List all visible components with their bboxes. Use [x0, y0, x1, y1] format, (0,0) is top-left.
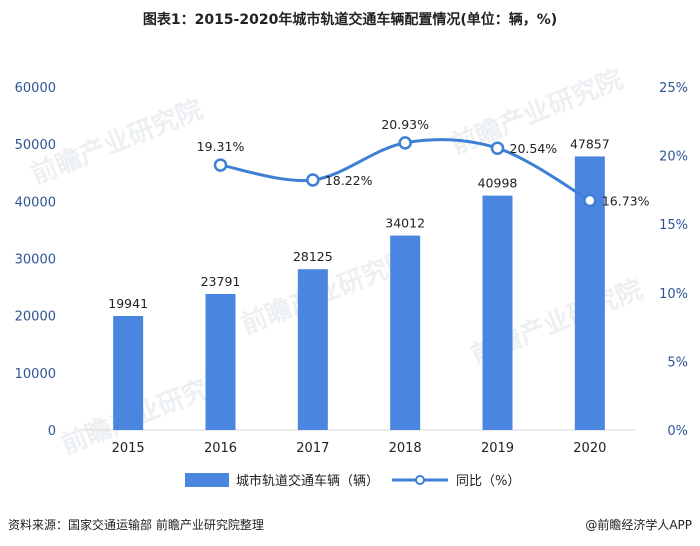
line-value-label: 20.54%	[510, 141, 558, 156]
y-right-tick-label: 10%	[659, 287, 688, 302]
y-left-tick-label: 40000	[15, 195, 56, 210]
brand-credit: @前瞻经济学人APP	[585, 517, 692, 532]
bar	[390, 235, 421, 430]
y-right-tick-label: 5%	[667, 355, 688, 370]
line-point	[398, 136, 412, 150]
legend-line-label: 同比（%）	[456, 474, 520, 489]
bar-value-label: 40998	[478, 176, 518, 191]
y-right-tick-label: 15%	[659, 218, 688, 233]
x-tick-label: 2020	[573, 441, 606, 456]
y-right-tick-label: 0%	[667, 424, 688, 439]
legend-line-marker	[415, 475, 425, 485]
line-series: 19.31% 18.22% 20.93% 20.54% 16.73%	[197, 117, 650, 209]
bar-value-label: 34012	[385, 216, 425, 231]
line-point	[213, 158, 228, 172]
line-point	[306, 173, 320, 187]
line-value-label: 18.22%	[325, 173, 373, 188]
line-point	[490, 141, 505, 155]
x-tick-label: 2019	[481, 441, 514, 456]
x-tick-label: 2015	[112, 441, 145, 456]
bar-value-label: 47857	[570, 136, 610, 151]
chart-title: 图表1：2015-2020年城市轨道交通车辆配置情况(单位：辆，%)	[143, 11, 557, 28]
bar-value-label: 19941	[108, 296, 148, 311]
y-left-tick-label: 30000	[15, 253, 56, 268]
legend-bar-swatch	[185, 473, 229, 487]
y-left-tick-label: 60000	[15, 81, 56, 96]
y-axis-right: 0% 5% 10% 15% 20% 25%	[659, 81, 688, 439]
legend: 城市轨道交通车辆（辆） 同比（%）	[185, 473, 520, 489]
x-tick-label: 2017	[296, 441, 329, 456]
bar	[113, 316, 144, 430]
y-left-tick-label: 20000	[15, 310, 56, 325]
y-left-tick-label: 0	[48, 424, 56, 439]
x-axis: 2015 2016 2017 2018 2019 2020	[112, 441, 607, 456]
bar	[297, 269, 328, 430]
line-value-label: 20.93%	[381, 117, 429, 132]
bar-value-label: 23791	[201, 274, 241, 289]
source-note: 资料来源：国家交通运输部 前瞻产业研究院整理	[8, 517, 264, 532]
y-left-tick-label: 10000	[15, 367, 56, 382]
bar-value-label: 28125	[293, 249, 333, 264]
bar	[482, 195, 513, 430]
y-right-tick-label: 25%	[659, 81, 688, 96]
x-tick-label: 2016	[204, 441, 237, 456]
y-right-tick-label: 20%	[659, 150, 688, 165]
bar	[205, 293, 236, 430]
line-value-label: 16.73%	[602, 193, 650, 208]
x-tick-label: 2018	[389, 441, 422, 456]
y-left-tick-label: 50000	[15, 138, 56, 153]
bar-series: 19941 23791 28125 34012 40998 47857	[108, 136, 610, 430]
legend-bar-label: 城市轨道交通车辆（辆）	[236, 473, 379, 489]
line-point	[583, 193, 597, 208]
line-value-label: 19.31%	[197, 139, 245, 154]
y-axis-left: 0 10000 20000 30000 40000 50000 60000	[15, 81, 56, 439]
